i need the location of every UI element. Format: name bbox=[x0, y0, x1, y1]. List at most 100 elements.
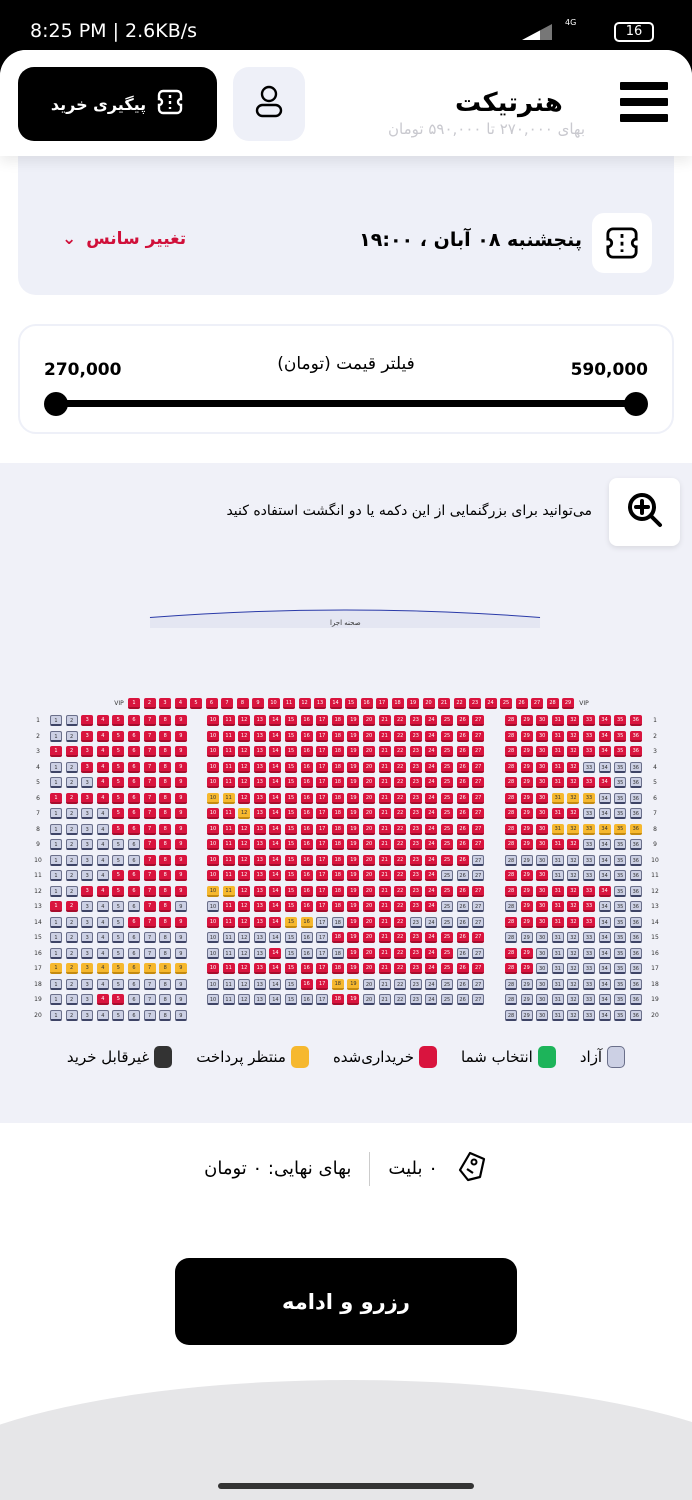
seat[interactable]: 33 bbox=[583, 839, 595, 850]
seat[interactable]: 31 bbox=[551, 994, 564, 1005]
seat[interactable]: 34 bbox=[598, 1009, 611, 1021]
seat[interactable]: 3 bbox=[81, 823, 94, 835]
seat[interactable]: 36 bbox=[629, 1009, 642, 1021]
seat[interactable]: 13 bbox=[253, 994, 266, 1005]
seat[interactable]: 9 bbox=[174, 947, 187, 959]
seat[interactable]: 27 bbox=[472, 947, 485, 959]
seat[interactable]: 34 bbox=[598, 808, 611, 819]
seat[interactable]: 35 bbox=[614, 808, 627, 819]
seat[interactable]: 2 bbox=[65, 916, 78, 928]
seat[interactable]: 4 bbox=[96, 916, 109, 928]
seat[interactable]: 8 bbox=[159, 932, 172, 943]
seat[interactable]: 16 bbox=[300, 947, 313, 959]
seat[interactable]: 33 bbox=[583, 870, 595, 881]
seat[interactable]: 2 bbox=[65, 730, 78, 742]
seat[interactable]: 2 bbox=[65, 994, 78, 1005]
seat[interactable]: 30 bbox=[536, 932, 549, 943]
seat[interactable]: 2 bbox=[65, 715, 78, 726]
seat[interactable]: 28 bbox=[505, 932, 517, 943]
seat[interactable]: 8 bbox=[159, 978, 172, 990]
seat[interactable]: 4 bbox=[96, 932, 109, 943]
seat[interactable]: 32 bbox=[567, 963, 580, 974]
seat[interactable]: 28 bbox=[505, 1009, 517, 1021]
seat[interactable]: 5 bbox=[112, 901, 125, 912]
seat[interactable]: 26 bbox=[456, 994, 469, 1005]
seat[interactable]: 18 bbox=[331, 916, 344, 928]
seat[interactable]: 6 bbox=[128, 901, 140, 912]
seat[interactable]: 11 bbox=[222, 994, 235, 1005]
seat[interactable]: 36 bbox=[629, 839, 642, 850]
seat[interactable]: 34 bbox=[598, 854, 611, 866]
seat[interactable]: 15 bbox=[285, 947, 297, 959]
seat[interactable]: 2 bbox=[65, 932, 78, 943]
seat[interactable]: 8 bbox=[159, 994, 172, 1005]
seat[interactable]: 1 bbox=[50, 870, 62, 881]
seat[interactable]: 11 bbox=[222, 978, 235, 990]
seat[interactable]: 36 bbox=[629, 792, 642, 804]
seat[interactable]: 4 bbox=[96, 854, 109, 866]
seat[interactable]: 26 bbox=[456, 870, 469, 881]
seat[interactable]: 5 bbox=[112, 916, 125, 928]
seat[interactable]: 3 bbox=[81, 994, 94, 1005]
seat[interactable]: 2 bbox=[65, 885, 78, 897]
seat[interactable]: 17 bbox=[316, 994, 329, 1005]
seat[interactable]: 1 bbox=[50, 932, 62, 943]
seat[interactable]: 14 bbox=[269, 978, 282, 990]
logo[interactable]: هنرتیکت bbox=[455, 88, 565, 118]
seat[interactable]: 36 bbox=[629, 870, 642, 881]
seat[interactable]: 3 bbox=[81, 916, 94, 928]
seat[interactable]: 6 bbox=[128, 994, 140, 1005]
seat[interactable]: 12 bbox=[238, 947, 251, 959]
seat[interactable]: 31 bbox=[551, 978, 564, 990]
seat[interactable]: 32 bbox=[567, 947, 580, 959]
seat[interactable]: 33 bbox=[583, 978, 595, 990]
seat[interactable]: 36 bbox=[629, 761, 642, 773]
seat[interactable]: 26 bbox=[456, 947, 469, 959]
seat[interactable]: 9 bbox=[174, 994, 187, 1005]
seat[interactable]: 17 bbox=[316, 947, 329, 959]
seat[interactable]: 12 bbox=[238, 932, 251, 943]
seat[interactable]: 2 bbox=[65, 761, 78, 773]
seat[interactable]: 34 bbox=[598, 963, 611, 974]
seat[interactable]: 35 bbox=[614, 870, 627, 881]
seat[interactable]: 4 bbox=[96, 947, 109, 959]
seat[interactable]: 25 bbox=[441, 870, 453, 881]
seat[interactable]: 16 bbox=[300, 994, 313, 1005]
seat[interactable]: 35 bbox=[614, 885, 627, 897]
seat[interactable]: 24 bbox=[425, 916, 438, 928]
seat[interactable]: 35 bbox=[614, 792, 627, 804]
seat[interactable]: 6 bbox=[128, 932, 140, 943]
seat[interactable]: 25 bbox=[441, 978, 453, 990]
seat[interactable]: 12 bbox=[238, 994, 251, 1005]
track-purchase-button[interactable]: پیگیری خرید bbox=[18, 67, 217, 141]
seat[interactable]: 1 bbox=[50, 947, 62, 959]
seat[interactable]: 25 bbox=[441, 916, 453, 928]
seat[interactable]: 36 bbox=[629, 808, 642, 819]
seat[interactable]: 30 bbox=[536, 994, 549, 1005]
seat[interactable]: 4 bbox=[96, 978, 109, 990]
seat[interactable]: 5 bbox=[112, 1009, 125, 1021]
seat[interactable]: 31 bbox=[551, 947, 564, 959]
seat[interactable]: 4 bbox=[96, 1009, 109, 1021]
seat[interactable]: 4 bbox=[96, 901, 109, 912]
seat[interactable]: 22 bbox=[394, 994, 407, 1005]
seat[interactable]: 2 bbox=[65, 978, 78, 990]
seat[interactable]: 30 bbox=[536, 1009, 549, 1021]
seat[interactable]: 36 bbox=[629, 901, 642, 912]
seat[interactable]: 33 bbox=[583, 761, 595, 773]
seat[interactable]: 24 bbox=[425, 994, 438, 1005]
seat[interactable]: 33 bbox=[583, 1009, 595, 1021]
seat[interactable]: 34 bbox=[598, 978, 611, 990]
seat[interactable]: 33 bbox=[583, 932, 595, 943]
seat[interactable]: 35 bbox=[614, 947, 627, 959]
seat[interactable]: 35 bbox=[614, 994, 627, 1005]
seat[interactable]: 33 bbox=[583, 808, 595, 819]
seat[interactable]: 9 bbox=[174, 901, 187, 912]
seat[interactable]: 11 bbox=[222, 947, 235, 959]
seat[interactable]: 30 bbox=[536, 947, 549, 959]
seat[interactable]: 32 bbox=[567, 932, 580, 943]
seat[interactable]: 3 bbox=[81, 932, 94, 943]
seat[interactable]: 35 bbox=[614, 916, 627, 928]
seat[interactable]: 1 bbox=[50, 777, 62, 788]
seat[interactable]: 31 bbox=[551, 854, 564, 866]
